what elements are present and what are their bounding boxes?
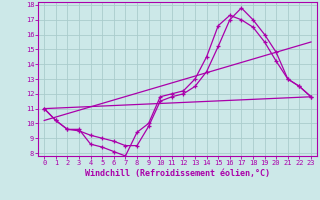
X-axis label: Windchill (Refroidissement éolien,°C): Windchill (Refroidissement éolien,°C) <box>85 169 270 178</box>
